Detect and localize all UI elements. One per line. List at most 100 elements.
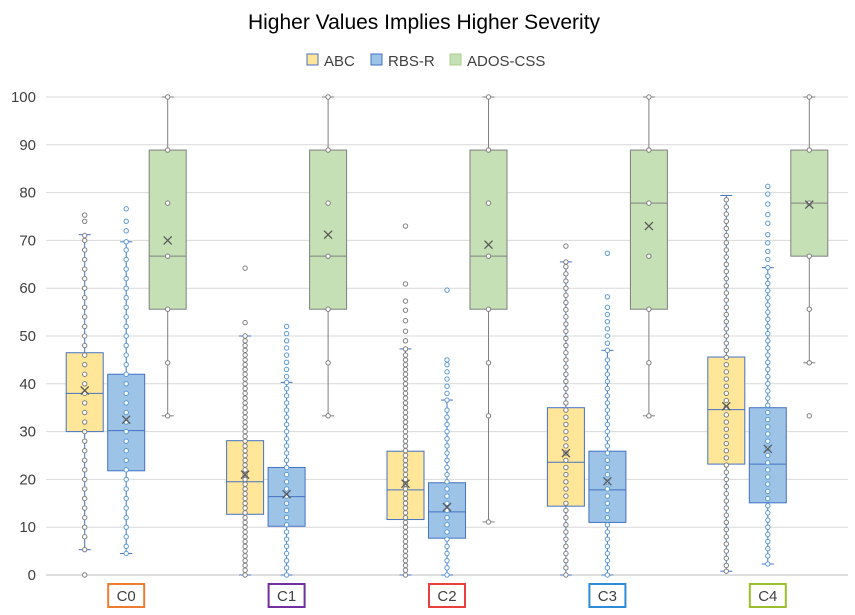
data-point xyxy=(723,462,729,468)
data-point xyxy=(123,390,129,397)
data-point xyxy=(604,393,611,399)
data-point xyxy=(402,448,409,454)
data-point xyxy=(604,428,611,435)
data-point xyxy=(604,414,611,420)
data-point xyxy=(723,448,729,454)
data-point xyxy=(165,147,171,153)
y-tick-label: 20 xyxy=(19,471,36,488)
data-point xyxy=(444,421,450,428)
data-point xyxy=(242,553,248,559)
data-point xyxy=(765,302,771,308)
data-point xyxy=(402,548,409,554)
data-point xyxy=(723,376,729,382)
data-point xyxy=(165,200,171,206)
data-point xyxy=(723,541,729,547)
data-point xyxy=(444,565,450,571)
data-point xyxy=(765,538,771,545)
data-point xyxy=(82,304,88,311)
data-point xyxy=(123,543,129,550)
data-point xyxy=(402,462,409,468)
legend-swatch xyxy=(370,53,383,66)
data-point xyxy=(563,393,569,399)
data-point xyxy=(765,452,771,459)
data-point xyxy=(765,395,771,401)
data-point xyxy=(604,450,611,456)
data-point xyxy=(563,385,569,392)
data-point xyxy=(765,553,771,559)
data-point xyxy=(123,534,129,540)
data-point xyxy=(765,381,771,387)
data-point xyxy=(563,243,569,249)
data-point xyxy=(242,452,248,459)
data-point xyxy=(82,314,88,320)
data-point xyxy=(444,522,450,528)
data-point xyxy=(723,211,729,217)
legend-label: RBS-R xyxy=(388,53,435,70)
data-point xyxy=(82,524,88,530)
box-rbs-r-c4 xyxy=(748,183,787,567)
data-point xyxy=(646,147,652,153)
data-point xyxy=(242,495,248,502)
data-point xyxy=(604,464,611,471)
data-point xyxy=(444,514,450,521)
data-point xyxy=(563,514,569,521)
data-point xyxy=(82,247,88,253)
data-point xyxy=(723,275,729,282)
data-point xyxy=(723,218,729,224)
data-point xyxy=(723,476,729,483)
data-point xyxy=(563,464,569,471)
data-point xyxy=(723,383,729,389)
y-tick-label: 10 xyxy=(19,519,36,536)
data-point xyxy=(765,264,771,271)
mean-marker xyxy=(240,470,250,480)
data-point xyxy=(283,373,290,380)
box-rbs-r-c2 xyxy=(428,287,466,578)
data-point xyxy=(402,346,409,352)
data-point xyxy=(283,529,290,535)
data-point xyxy=(563,299,569,306)
data-point xyxy=(485,253,492,259)
data-point xyxy=(283,379,290,386)
data-point xyxy=(604,400,611,406)
data-point xyxy=(283,565,290,571)
data-point xyxy=(402,534,409,540)
data-point xyxy=(765,359,771,365)
data-point xyxy=(604,500,611,506)
data-point xyxy=(402,524,409,530)
data-point xyxy=(325,413,331,419)
data-point xyxy=(765,459,771,466)
data-point xyxy=(242,342,248,349)
data-point xyxy=(283,366,290,373)
data-point xyxy=(765,524,771,530)
data-point xyxy=(402,510,409,516)
data-point xyxy=(563,486,569,492)
data-point xyxy=(723,526,729,533)
data-point xyxy=(765,309,771,315)
data-point xyxy=(82,428,88,435)
data-point xyxy=(723,268,729,275)
data-point xyxy=(604,385,611,392)
data-point xyxy=(242,529,248,535)
data-point xyxy=(444,493,450,499)
data-point xyxy=(723,498,729,504)
data-point xyxy=(604,514,611,521)
box-iqr xyxy=(469,149,508,310)
data-point xyxy=(242,462,248,468)
y-tick-label: 100 xyxy=(11,89,36,106)
data-point xyxy=(444,443,450,449)
data-point xyxy=(242,476,248,483)
y-tick-label: 70 xyxy=(19,232,36,249)
data-point xyxy=(123,400,129,406)
data-point xyxy=(402,419,409,425)
data-point xyxy=(123,323,129,330)
data-point xyxy=(604,522,611,528)
data-point xyxy=(723,254,729,260)
data-point xyxy=(82,333,88,339)
data-point xyxy=(402,543,409,550)
data-point xyxy=(765,280,771,287)
mean-marker xyxy=(163,235,173,245)
data-point xyxy=(563,479,569,485)
data-point xyxy=(723,326,729,332)
data-point xyxy=(402,307,409,313)
data-point xyxy=(402,405,409,411)
